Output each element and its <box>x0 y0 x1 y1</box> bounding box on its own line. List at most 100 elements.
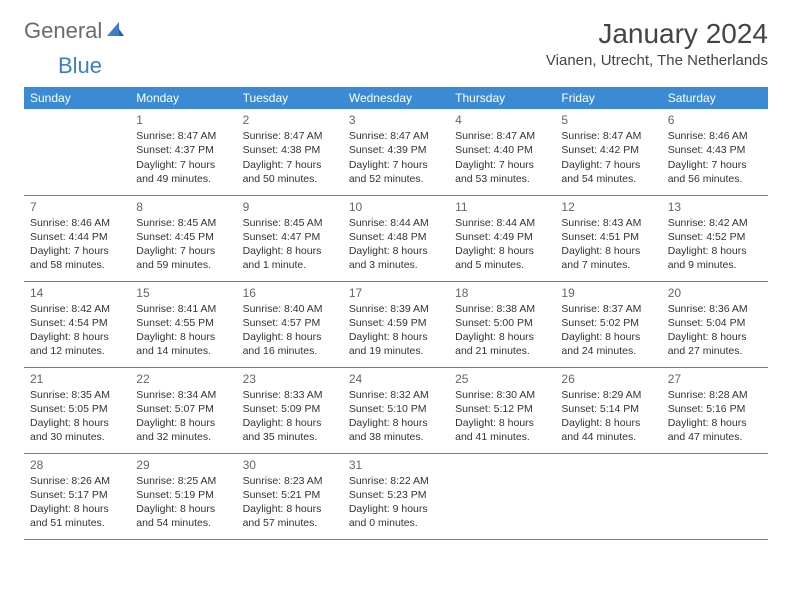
day-info-line: and 38 minutes. <box>349 430 443 444</box>
day-info-line: Daylight: 7 hours <box>455 158 549 172</box>
day-info-line: Sunrise: 8:45 AM <box>243 216 337 230</box>
day-number: 4 <box>455 112 549 128</box>
day-info-line: and 50 minutes. <box>243 172 337 186</box>
day-header: Sunday <box>24 87 130 109</box>
day-info-line: Sunset: 4:47 PM <box>243 230 337 244</box>
day-info-line: and 30 minutes. <box>30 430 124 444</box>
calendar-day-cell: 31Sunrise: 8:22 AMSunset: 5:23 PMDayligh… <box>343 453 449 539</box>
day-info-line: Sunset: 4:49 PM <box>455 230 549 244</box>
day-info-line: Daylight: 8 hours <box>30 330 124 344</box>
day-info-line: Sunrise: 8:33 AM <box>243 388 337 402</box>
day-info-line: and 35 minutes. <box>243 430 337 444</box>
logo-text-general: General <box>24 18 102 44</box>
day-info-line: Sunrise: 8:42 AM <box>668 216 762 230</box>
calendar-day-cell: 14Sunrise: 8:42 AMSunset: 4:54 PMDayligh… <box>24 281 130 367</box>
day-header: Wednesday <box>343 87 449 109</box>
day-number: 6 <box>668 112 762 128</box>
day-info-line: Sunset: 5:16 PM <box>668 402 762 416</box>
day-info-line: Daylight: 8 hours <box>349 416 443 430</box>
day-number: 12 <box>561 199 655 215</box>
calendar-day-cell: 11Sunrise: 8:44 AMSunset: 4:49 PMDayligh… <box>449 195 555 281</box>
day-number: 21 <box>30 371 124 387</box>
calendar-day-cell: 30Sunrise: 8:23 AMSunset: 5:21 PMDayligh… <box>237 453 343 539</box>
day-info-line: Daylight: 9 hours <box>349 502 443 516</box>
day-info-line: and 56 minutes. <box>668 172 762 186</box>
day-info-line: Sunrise: 8:29 AM <box>561 388 655 402</box>
day-number: 3 <box>349 112 443 128</box>
day-info-line: Sunrise: 8:44 AM <box>349 216 443 230</box>
day-number: 30 <box>243 457 337 473</box>
day-info-line: Sunrise: 8:36 AM <box>668 302 762 316</box>
title-block: January 2024 Vianen, Utrecht, The Nether… <box>546 18 768 69</box>
calendar-empty-cell <box>555 453 661 539</box>
day-info-line: Sunset: 4:48 PM <box>349 230 443 244</box>
calendar-day-cell: 22Sunrise: 8:34 AMSunset: 5:07 PMDayligh… <box>130 367 236 453</box>
day-number: 7 <box>30 199 124 215</box>
calendar-day-cell: 4Sunrise: 8:47 AMSunset: 4:40 PMDaylight… <box>449 109 555 195</box>
day-number: 25 <box>455 371 549 387</box>
day-info-line: and 54 minutes. <box>561 172 655 186</box>
logo-sail-icon <box>105 20 125 43</box>
day-number: 5 <box>561 112 655 128</box>
day-info-line: Sunset: 4:44 PM <box>30 230 124 244</box>
day-info-line: and 51 minutes. <box>30 516 124 530</box>
day-info-line: Sunrise: 8:47 AM <box>136 129 230 143</box>
day-info-line: Daylight: 7 hours <box>30 244 124 258</box>
calendar-day-cell: 2Sunrise: 8:47 AMSunset: 4:38 PMDaylight… <box>237 109 343 195</box>
day-info-line: Sunset: 4:59 PM <box>349 316 443 330</box>
day-info-line: Sunrise: 8:25 AM <box>136 474 230 488</box>
day-info-line: Daylight: 8 hours <box>349 244 443 258</box>
day-header-row: SundayMondayTuesdayWednesdayThursdayFrid… <box>24 87 768 109</box>
day-info-line: Daylight: 8 hours <box>668 416 762 430</box>
day-info-line: Sunrise: 8:35 AM <box>30 388 124 402</box>
day-info-line: Sunrise: 8:47 AM <box>243 129 337 143</box>
day-info-line: Sunset: 5:21 PM <box>243 488 337 502</box>
logo-text-blue: Blue <box>58 53 102 79</box>
day-info-line: and 0 minutes. <box>349 516 443 530</box>
calendar-day-cell: 12Sunrise: 8:43 AMSunset: 4:51 PMDayligh… <box>555 195 661 281</box>
day-info-line: Sunset: 5:07 PM <box>136 402 230 416</box>
day-info-line: Sunset: 5:00 PM <box>455 316 549 330</box>
day-info-line: and 58 minutes. <box>30 258 124 272</box>
day-info-line: Daylight: 7 hours <box>243 158 337 172</box>
day-info-line: Daylight: 8 hours <box>561 330 655 344</box>
day-info-line: Daylight: 8 hours <box>30 502 124 516</box>
day-number: 11 <box>455 199 549 215</box>
day-info-line: and 19 minutes. <box>349 344 443 358</box>
calendar-day-cell: 25Sunrise: 8:30 AMSunset: 5:12 PMDayligh… <box>449 367 555 453</box>
calendar-day-cell: 27Sunrise: 8:28 AMSunset: 5:16 PMDayligh… <box>662 367 768 453</box>
day-info-line: and 16 minutes. <box>243 344 337 358</box>
day-number: 9 <box>243 199 337 215</box>
day-info-line: Sunrise: 8:46 AM <box>30 216 124 230</box>
calendar-day-cell: 9Sunrise: 8:45 AMSunset: 4:47 PMDaylight… <box>237 195 343 281</box>
day-info-line: Sunrise: 8:34 AM <box>136 388 230 402</box>
calendar-day-cell: 19Sunrise: 8:37 AMSunset: 5:02 PMDayligh… <box>555 281 661 367</box>
calendar-day-cell: 7Sunrise: 8:46 AMSunset: 4:44 PMDaylight… <box>24 195 130 281</box>
day-number: 1 <box>136 112 230 128</box>
day-info-line: Sunrise: 8:28 AM <box>668 388 762 402</box>
day-info-line: Daylight: 8 hours <box>243 502 337 516</box>
day-header: Thursday <box>449 87 555 109</box>
day-info-line: and 54 minutes. <box>136 516 230 530</box>
calendar-empty-cell <box>662 453 768 539</box>
calendar-day-cell: 3Sunrise: 8:47 AMSunset: 4:39 PMDaylight… <box>343 109 449 195</box>
day-info-line: and 1 minute. <box>243 258 337 272</box>
day-number: 24 <box>349 371 443 387</box>
day-info-line: Sunrise: 8:39 AM <box>349 302 443 316</box>
calendar-day-cell: 15Sunrise: 8:41 AMSunset: 4:55 PMDayligh… <box>130 281 236 367</box>
day-info-line: Sunrise: 8:47 AM <box>349 129 443 143</box>
day-info-line: and 24 minutes. <box>561 344 655 358</box>
day-info-line: Sunset: 5:10 PM <box>349 402 443 416</box>
day-info-line: and 57 minutes. <box>243 516 337 530</box>
day-info-line: Daylight: 8 hours <box>455 416 549 430</box>
day-info-line: Sunrise: 8:44 AM <box>455 216 549 230</box>
day-number: 15 <box>136 285 230 301</box>
day-info-line: Sunrise: 8:46 AM <box>668 129 762 143</box>
day-info-line: Daylight: 8 hours <box>136 416 230 430</box>
calendar-day-cell: 23Sunrise: 8:33 AMSunset: 5:09 PMDayligh… <box>237 367 343 453</box>
month-title: January 2024 <box>546 18 768 50</box>
day-info-line: Daylight: 7 hours <box>668 158 762 172</box>
day-info-line: and 32 minutes. <box>136 430 230 444</box>
calendar-day-cell: 5Sunrise: 8:47 AMSunset: 4:42 PMDaylight… <box>555 109 661 195</box>
day-info-line: Sunrise: 8:47 AM <box>455 129 549 143</box>
